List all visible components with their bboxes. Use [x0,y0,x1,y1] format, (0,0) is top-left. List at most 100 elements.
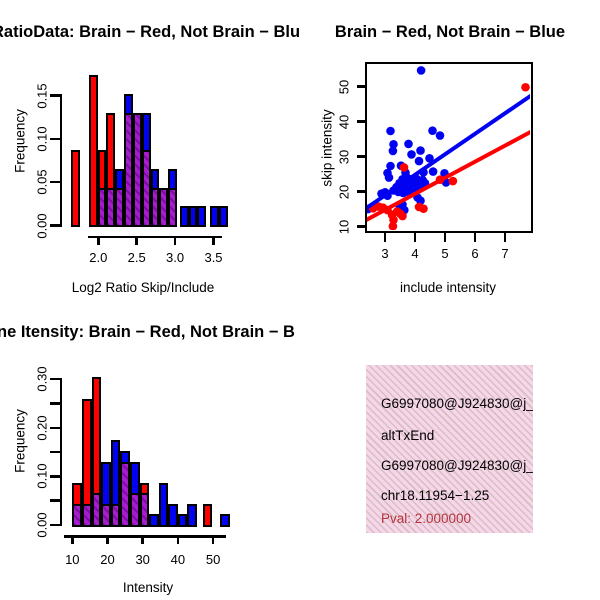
y-axis-tick [50,475,61,478]
hist-bar-overlap [101,504,111,527]
scatter-point-blue [388,146,398,156]
x-axis-tick-label: 4 [411,246,419,261]
x-axis-tick-label: 2.5 [127,250,146,265]
x-axis-tick [473,233,477,242]
y-axis-tick-label: 0.15 [34,82,50,109]
panel-log2ratio-histogram: RatioData: Brain − Red, Not Brain − Blu … [0,0,300,300]
scatter-point-red [389,215,398,225]
x-axis-tick-label: 2.0 [89,250,108,265]
y-axis-tick-label: 0.30 [34,366,50,392]
hist-bar-blue [188,206,198,228]
info-probe-id: G6997080@J924830@j_ [381,396,533,411]
panel-intensity-scatter: Brain − Red, Not Brain − Blue 10 20 30 40 50… [300,0,600,300]
x-axis-tick-label: 3.0 [166,250,185,265]
x-axis-tick [503,233,507,242]
hist-bar-overlap [81,504,92,527]
x-axis-tick [97,235,100,245]
x-axis-tick [141,535,144,544]
scatter-point-blue [404,139,413,149]
scatter-point-blue [435,131,445,140]
x-axis-label: Intensity [122,580,174,595]
chart-title: ne Itensity: Brain − Red, Not Brain − B [0,323,295,341]
y-axis-tick [50,426,61,430]
y-axis-tick [356,155,365,158]
y-axis-tick-label: 0.00 [34,512,50,538]
scatter-point-red [521,82,530,92]
x-axis-line [88,235,222,238]
scatter-point-blue [384,173,394,182]
x-axis-tick [211,535,215,544]
y-axis-tick-label: 0.20 [34,415,50,441]
y-axis-tick [50,450,61,454]
scatter-point-blue [386,161,395,171]
hist-bar-overlap [159,188,169,228]
x-axis-tick-label: 3 [381,246,389,261]
scatter-canvas [363,66,534,231]
x-axis-tick-label: 10 [65,552,80,567]
panel-event-info: G6997080@J924830@j_ altTxEnd G6997080@J9… [300,300,600,600]
x-axis-tick [212,235,215,245]
x-axis-tick [71,535,74,544]
x-axis-line [64,535,226,538]
scatter-point-blue [414,156,424,166]
chart-title: RatioData: Brain − Red, Not Brain − Blu [0,23,300,41]
info-pval: Pval: 2.000000 [381,511,472,526]
panel-intensity-histogram: ne Itensity: Brain − Red, Not Brain − B … [0,300,300,600]
hist-bar-blue [210,206,220,228]
info-probe-id-2: G6997080@J924830@j_ [381,458,533,473]
info-locus: chr18.11954−1.25 [381,488,490,503]
y-axis-tick [356,120,365,123]
x-axis-tick-label: 20 [100,552,115,567]
y-axis-tick-label: 10 [336,219,352,234]
hist-bar-overlap [97,188,107,228]
scatter-point-red [398,211,407,221]
hist-bar-blue [158,482,169,527]
x-axis-tick-label: 3.5 [204,250,223,265]
fit-line-blue [363,92,534,212]
scatter-point-blue [407,150,416,159]
x-axis-tick-label: 50 [205,552,221,567]
hist-bar-overlap [110,504,121,527]
y-axis-tick-label: 0.00 [34,212,50,239]
y-axis-tick [356,85,365,88]
hist-bar-overlap [141,150,151,228]
hist-bar-overlap [139,493,150,527]
y-axis-tick [50,224,61,227]
scatter-point-blue [389,140,398,149]
hist-bar-red [88,74,98,228]
hist-bar-blue [149,514,159,527]
hist-bar-overlap [150,188,160,228]
y-axis-tick-label: 0.05 [34,169,50,195]
x-axis-tick-label: 6 [471,246,479,261]
y-axis-label: Frequency [12,409,28,473]
x-axis-tick [443,233,447,242]
hist-bar-overlap [132,112,142,228]
x-axis-label: Log2 Ratio Skip/Include [71,280,215,295]
y-axis-label: skip intensity [319,109,335,187]
y-axis-tick [50,377,61,381]
x-axis-label: include intensity [399,280,497,295]
y-axis-tick-label: 0.10 [34,126,50,152]
scatter-point-blue [416,66,426,75]
scatter-point-blue [386,126,395,136]
hist-bar-overlap [106,188,116,228]
y-axis-line [59,94,62,227]
y-axis-tick-label: 50 [336,79,352,94]
scatter-point-blue [416,146,425,155]
hist-bar-overlap [120,461,131,527]
y-axis-tick [50,180,61,184]
y-axis-tick-label: 0.10 [34,463,50,490]
hist-bar-red [202,504,213,527]
y-axis-tick-label: 30 [336,149,352,164]
x-axis-tick [106,535,109,544]
y-axis-tick-label: 20 [336,184,352,199]
chart-title: Brain − Red, Not Brain − Blue [334,23,566,41]
info-event-type: altTxEnd [381,428,435,443]
x-axis-tick [135,235,138,245]
x-axis-tick [383,233,387,242]
hist-bar-overlap [124,112,133,228]
fit-line-red [363,129,534,223]
scatter-point-red [388,221,398,231]
x-axis-tick [176,535,180,544]
hist-bar-blue [177,514,188,527]
